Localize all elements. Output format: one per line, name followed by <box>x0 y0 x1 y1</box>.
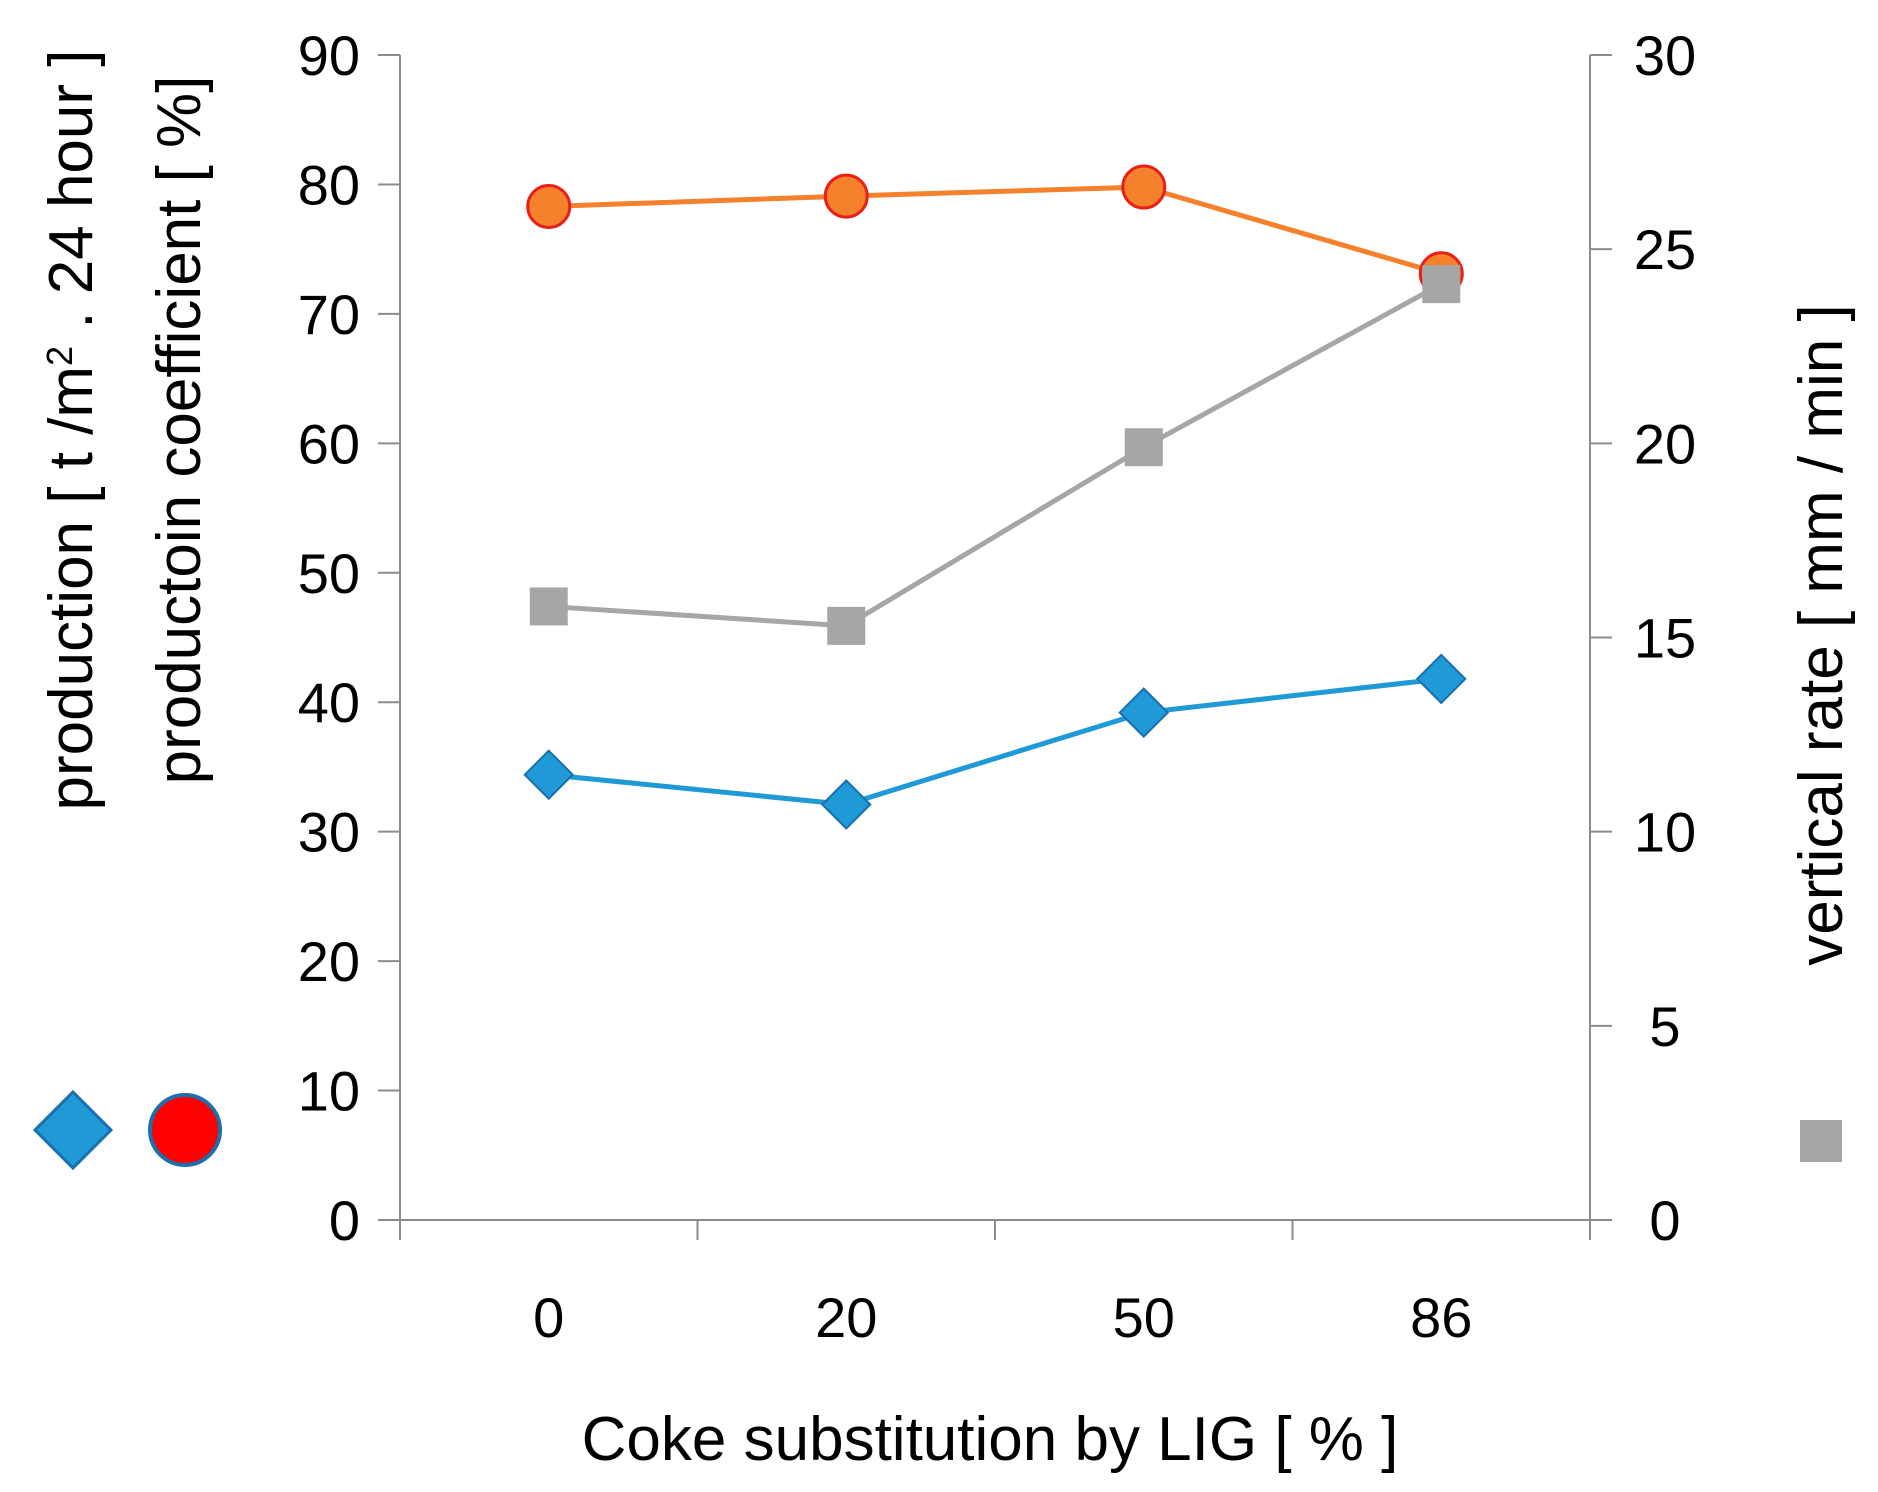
left-axis-title-coefficient: productoin coefficient [ %] <box>145 76 214 785</box>
right-tick-label: 20 <box>1634 412 1696 475</box>
vertical-rate-line <box>548 281 1443 629</box>
production-point <box>1415 653 1467 705</box>
left-axis-title-production: production [ t /m2 . 24 hour ] <box>37 50 106 811</box>
production-point <box>820 779 872 830</box>
production-point <box>1118 687 1170 738</box>
right-tick-label: 25 <box>1634 218 1696 281</box>
legend-diamond-icon <box>32 1089 114 1171</box>
x-tick-label: 86 <box>1410 1286 1472 1349</box>
vertical-rate-point <box>1422 265 1461 304</box>
legend-circle-icon <box>148 1093 222 1167</box>
x-axis-title: Coke substitution by LIG [ % ] <box>582 1405 1399 1474</box>
legend-square-icon <box>1800 1120 1842 1162</box>
production-coefficient-point <box>823 173 869 219</box>
series-layer <box>523 164 1467 830</box>
right-tick-label: 5 <box>1649 995 1680 1058</box>
left-tick-label: 60 <box>298 412 360 475</box>
right-tick-label: 10 <box>1634 801 1696 864</box>
legend-layer <box>32 1089 1842 1171</box>
vertical-rate-point <box>529 587 568 626</box>
x-tick-label: 20 <box>815 1286 877 1349</box>
axes: 0 10 20 30 40 50 60 70 80 90 0 5 10 15 20 25 30 0 20 50 86 <box>298 24 1696 1349</box>
right-tick-label: 15 <box>1634 607 1696 670</box>
production-coefficient-line <box>548 184 1442 277</box>
production-coefficient-point <box>1121 164 1167 210</box>
left-tick-label: 70 <box>298 283 360 346</box>
vertical-rate-point <box>1124 428 1163 467</box>
left-tick-label: 50 <box>298 542 360 605</box>
right-tick-label: 0 <box>1649 1189 1680 1252</box>
vertical-rate-point <box>827 606 866 645</box>
x-tick-label: 50 <box>1113 1286 1175 1349</box>
left-tick-label: 0 <box>329 1189 360 1252</box>
left-tick-label: 90 <box>298 24 360 87</box>
left-tick-label: 20 <box>298 930 360 993</box>
left-tick-label: 10 <box>298 1060 360 1123</box>
x-tick-label: 0 <box>533 1286 564 1349</box>
right-axis-title: vertical rate [ mm / min ] <box>1787 304 1856 965</box>
production-point <box>523 749 575 801</box>
production-coefficient-point <box>526 183 572 229</box>
left-tick-label: 30 <box>298 801 360 864</box>
right-tick-label: 30 <box>1634 24 1696 87</box>
left-tick-label: 80 <box>298 153 360 216</box>
labels-layer: Coke substitution by LIG [ % ] productio… <box>37 50 1856 1475</box>
left-tick-label: 40 <box>298 671 360 734</box>
production-line <box>548 676 1442 807</box>
